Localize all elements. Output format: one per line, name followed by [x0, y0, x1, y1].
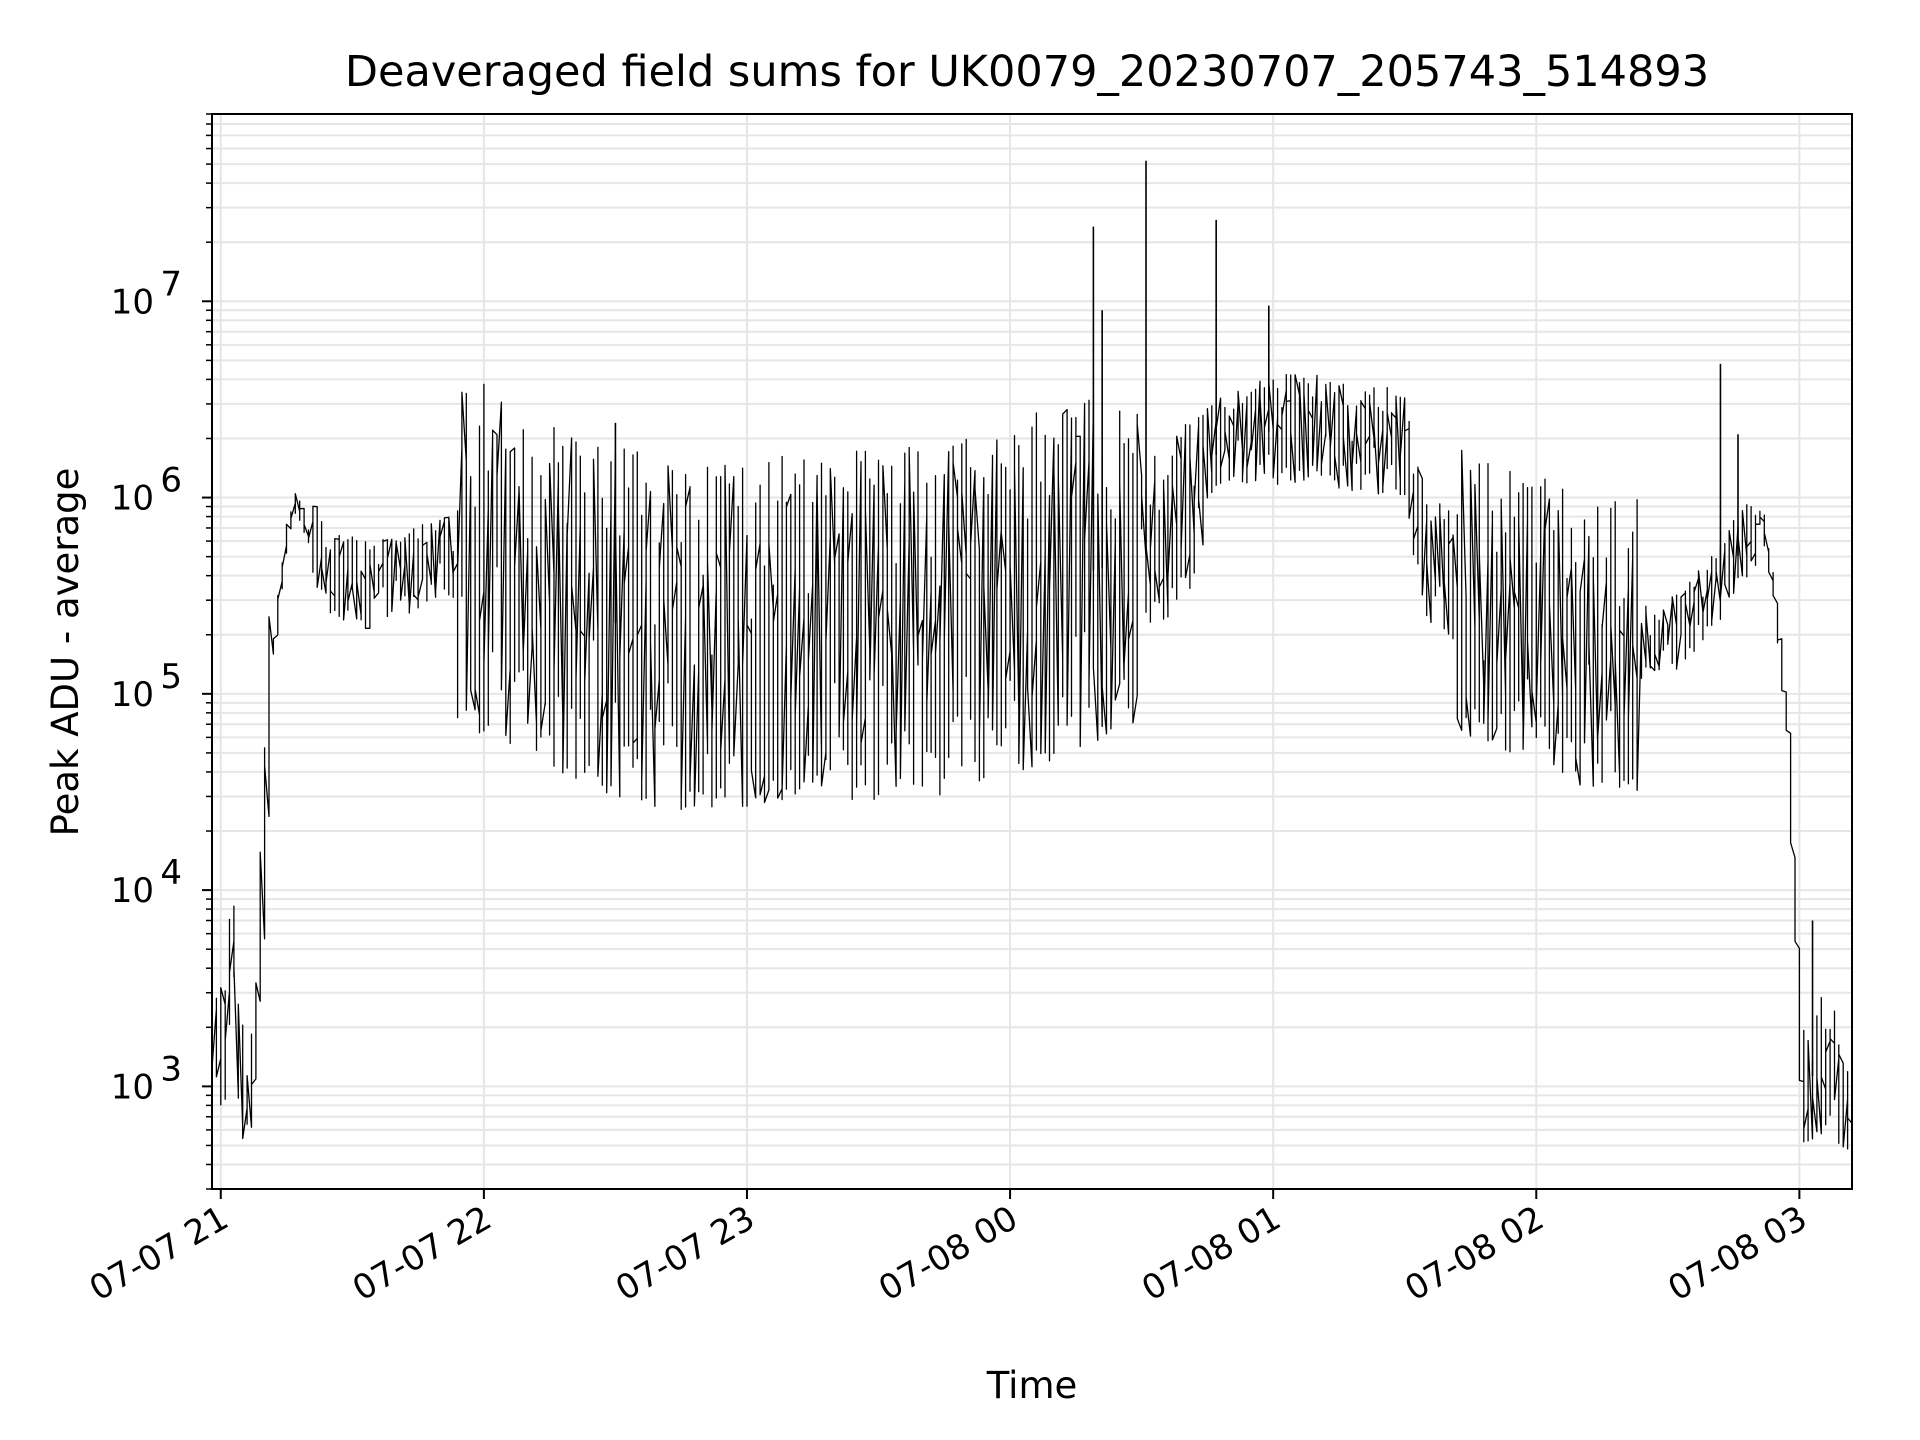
y-tick-label: 10 — [111, 282, 154, 322]
axes-frame — [211, 113, 1853, 1190]
y-tick-exponent: 7 — [160, 264, 182, 304]
y-tick-label: 10 — [111, 479, 154, 519]
y-tick-exponent: 4 — [160, 853, 182, 893]
y-tick-label: 10 — [111, 675, 154, 715]
chart-title: Deaveraged field sums for UK0079_2023070… — [345, 47, 1709, 97]
x-axis-label: Time — [986, 1364, 1078, 1407]
plot-area — [211, 160, 1853, 1150]
series-line — [211, 373, 1853, 1150]
x-tick-label: 07-08 01 — [1135, 1198, 1287, 1309]
x-tick-label: 07-07 23 — [609, 1198, 761, 1309]
y-tick-exponent: 3 — [160, 1049, 182, 1089]
y-tick-label: 10 — [111, 871, 154, 911]
x-tick-label: 07-08 03 — [1661, 1198, 1813, 1309]
x-tick-label: 07-08 02 — [1398, 1198, 1550, 1309]
y-tick-label: 10 — [111, 1067, 154, 1107]
x-tick-label: 07-08 00 — [872, 1198, 1024, 1309]
y-axis-label: Peak ADU - average — [44, 468, 87, 837]
x-tick-label: 07-07 22 — [346, 1198, 498, 1309]
y-tick-exponent: 6 — [160, 461, 182, 501]
y-tick-exponent: 5 — [160, 657, 182, 697]
x-tick-label: 07-07 21 — [83, 1198, 235, 1309]
